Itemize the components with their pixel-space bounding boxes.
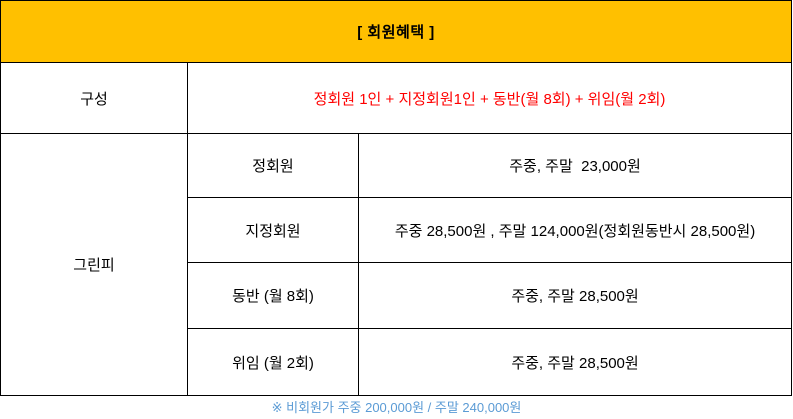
green-fee-label: 그린피 (0, 133, 188, 396)
table-row: 동반 (월 8회) 주중, 주말 28,500원 (1, 262, 793, 329)
member-type-regular: 정회원 (187, 133, 359, 198)
table-row: 구성 정회원 1인 + 지정회원1인 + 동반(월 8회) + 위임(월 2회) (0, 62, 793, 134)
member-price-regular: 주중, 주말 23,000원 (357, 133, 793, 198)
member-type-delegate: 위임 (월 2회) (187, 328, 359, 396)
table-row: 위임 (월 2회) 주중, 주말 28,500원 (1, 328, 793, 396)
table-row: 지정회원 주중 28,500원 , 주말 124,000원(정회원동반시 28,… (1, 197, 793, 263)
non-member-price-note: ※ 비회원가 주중 200,000원 / 주말 240,000원 (271, 400, 522, 415)
composition-value: 정회원 1인 + 지정회원1인 + 동반(월 8회) + 위임(월 2회) (186, 62, 793, 134)
member-type-companion: 동반 (월 8회) (187, 262, 359, 329)
table-row: [ 회원혜택 ] (0, 0, 793, 63)
table-row: 그린피 정회원 주중, 주말 23,000원 (0, 133, 793, 396)
member-price-designated: 주중 28,500원 , 주말 124,000원(정회원동반시 28,500원) (357, 197, 793, 263)
member-price-delegate: 주중, 주말 28,500원 (357, 328, 793, 396)
member-type-designated: 지정회원 (187, 197, 359, 263)
composition-label: 구성 (0, 62, 188, 134)
membership-benefits-table: [ 회원혜택 ] 구성 정회원 1인 + 지정회원1인 + 동반(월 8회) +… (0, 0, 793, 396)
table-title: [ 회원혜택 ] (0, 0, 793, 63)
member-price-companion: 주중, 주말 28,500원 (357, 262, 793, 329)
